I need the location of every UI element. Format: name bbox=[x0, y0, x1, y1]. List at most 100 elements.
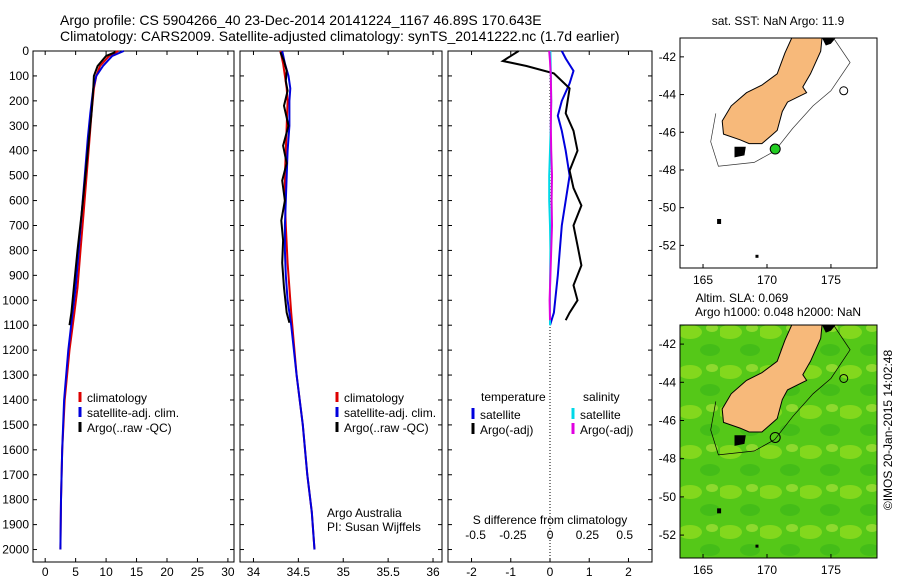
y-tick-label: 1900 bbox=[2, 518, 29, 532]
map-content bbox=[710, 38, 851, 258]
legend-label: satellite-adj. clim. bbox=[344, 406, 436, 420]
climatology-subtitle: Climatology: CARS2009. Satellite-adjuste… bbox=[60, 28, 620, 44]
y-tick-label: 1800 bbox=[2, 493, 29, 507]
islet bbox=[839, 373, 849, 383]
top-tick-label: 0.25 bbox=[576, 528, 600, 542]
south-island-land bbox=[721, 38, 823, 145]
top-tick-label: 0.5 bbox=[616, 528, 633, 542]
series-line-salinity-1 bbox=[281, 50, 316, 550]
y-tick-label: 2000 bbox=[2, 543, 29, 557]
islet bbox=[839, 86, 849, 96]
top-axis-label: S difference from climatology bbox=[473, 513, 628, 527]
map-y-tick-label: -46 bbox=[659, 413, 677, 427]
chart-panel-difference: -2-1012T difference from climatologyS di… bbox=[447, 50, 653, 580]
series-line-difference-0 bbox=[549, 50, 575, 326]
legend-header: salinity bbox=[583, 390, 620, 404]
bathymetry-contour bbox=[710, 38, 851, 167]
campbell-island bbox=[755, 544, 759, 548]
x-tick-label: 10 bbox=[99, 565, 113, 579]
series-line-temperature-1 bbox=[59, 50, 125, 550]
map-content bbox=[710, 325, 851, 548]
profile-title: Argo profile: CS 5904266_40 23-Dec-2014 … bbox=[60, 12, 542, 28]
stewart-island bbox=[734, 146, 746, 158]
map-y-tick-label: -48 bbox=[659, 452, 677, 466]
y-tick-label: 300 bbox=[9, 119, 29, 133]
plot-frame bbox=[239, 50, 443, 563]
x-tick-label: 34.5 bbox=[287, 565, 311, 579]
series-line-difference-3 bbox=[548, 50, 554, 321]
map-x-tick-label: 170 bbox=[757, 273, 777, 287]
x-tick-label: 2 bbox=[625, 565, 632, 579]
legend-label: satellite bbox=[580, 408, 621, 422]
y-tick-label: 1200 bbox=[2, 343, 29, 357]
x-tick-label: 5 bbox=[72, 565, 79, 579]
legend-label: Argo(..raw -QC) bbox=[87, 421, 172, 435]
top-tick-label: -0.25 bbox=[499, 528, 527, 542]
x-tick-label: 0 bbox=[547, 565, 554, 579]
top-tick-label: -0.5 bbox=[465, 528, 486, 542]
y-tick-label: 600 bbox=[9, 194, 29, 208]
y-tick-label: 400 bbox=[9, 144, 29, 158]
map-sla-title-line1: Altim. SLA: 0.069 bbox=[696, 291, 789, 305]
y-tick-label: 1700 bbox=[2, 468, 29, 482]
float-location-marker bbox=[769, 143, 781, 155]
map-y-tick-label: -50 bbox=[659, 490, 677, 504]
map-x-tick-label: 165 bbox=[693, 273, 713, 287]
map-frame bbox=[679, 324, 878, 559]
source-annotation: PI: Susan Wijffels bbox=[327, 520, 421, 534]
x-tick-label: 25 bbox=[191, 565, 205, 579]
map-sst: 165 170 175 -42 -44 -46 -48 -50 -52 bbox=[659, 37, 878, 287]
y-tick-label: 200 bbox=[9, 94, 29, 108]
map-y-tick-label: -50 bbox=[659, 201, 677, 215]
map-y-tick-label: -42 bbox=[659, 50, 677, 64]
legend-label: satellite bbox=[480, 408, 521, 422]
map-x-tick-label: 175 bbox=[821, 563, 841, 577]
y-tick-label: 1000 bbox=[2, 293, 29, 307]
legend-header: temperature bbox=[481, 390, 546, 404]
map-y-tick-label: -44 bbox=[659, 375, 677, 389]
auckland-island bbox=[717, 218, 722, 224]
map-y-tick-label: -48 bbox=[659, 163, 677, 177]
y-tick-label: 100 bbox=[9, 69, 29, 83]
map-sla: 165 170 175 -42 -44 -46 -48 -50 -52 bbox=[659, 324, 878, 577]
y-tick-label: 500 bbox=[9, 169, 29, 183]
south-island-land bbox=[721, 325, 823, 433]
y-tick-label: 1400 bbox=[2, 393, 29, 407]
copyright-note: ©IMOS 20-Jan-2015 14:02:48 bbox=[881, 349, 895, 511]
y-tick-label: 1600 bbox=[2, 443, 29, 457]
stewart-island bbox=[734, 435, 746, 446]
y-tick-label: 700 bbox=[9, 218, 29, 232]
y-tick-label: 1100 bbox=[3, 318, 29, 332]
map-y-tick-label: -52 bbox=[659, 528, 677, 542]
chart-panel-salinity: 3434.53535.536salinityclimatologysatelli… bbox=[239, 50, 443, 580]
map-x-tick-label: 165 bbox=[693, 563, 713, 577]
map-y-tick-label: -44 bbox=[659, 88, 677, 102]
north-island bbox=[822, 325, 836, 333]
top-tick-label: 0 bbox=[547, 528, 554, 542]
float-location-marker bbox=[769, 431, 781, 443]
x-tick-label: 20 bbox=[160, 565, 174, 579]
x-tick-label: -2 bbox=[466, 565, 477, 579]
legend-label: climatology bbox=[87, 391, 147, 405]
series-line-salinity-2 bbox=[279, 51, 291, 323]
map-sst-title: sat. SST: NaN Argo: 11.9 bbox=[712, 14, 845, 28]
map-x-tick-label: 175 bbox=[821, 273, 841, 287]
legend-label: Argo(..raw -QC) bbox=[344, 421, 429, 435]
series-line-difference-1 bbox=[500, 50, 583, 321]
chart-panel-temperature: 0100200300400500600700800900100011001200… bbox=[2, 44, 235, 580]
legend-label: Argo(-adj) bbox=[580, 423, 633, 437]
source-annotation: Argo Australia bbox=[327, 506, 402, 520]
y-tick-label: 800 bbox=[9, 243, 29, 257]
auckland-island bbox=[717, 508, 722, 514]
map-y-tick-label: -42 bbox=[659, 337, 677, 351]
bathymetry-contour bbox=[710, 325, 851, 456]
legend-label: climatology bbox=[344, 391, 404, 405]
map-frame bbox=[679, 37, 878, 269]
map-y-tick-label: -46 bbox=[659, 125, 677, 139]
legend-label: Argo(-adj) bbox=[480, 423, 533, 437]
y-tick-label: 0 bbox=[22, 44, 29, 58]
x-tick-label: 30 bbox=[221, 565, 235, 579]
campbell-island bbox=[755, 254, 759, 258]
